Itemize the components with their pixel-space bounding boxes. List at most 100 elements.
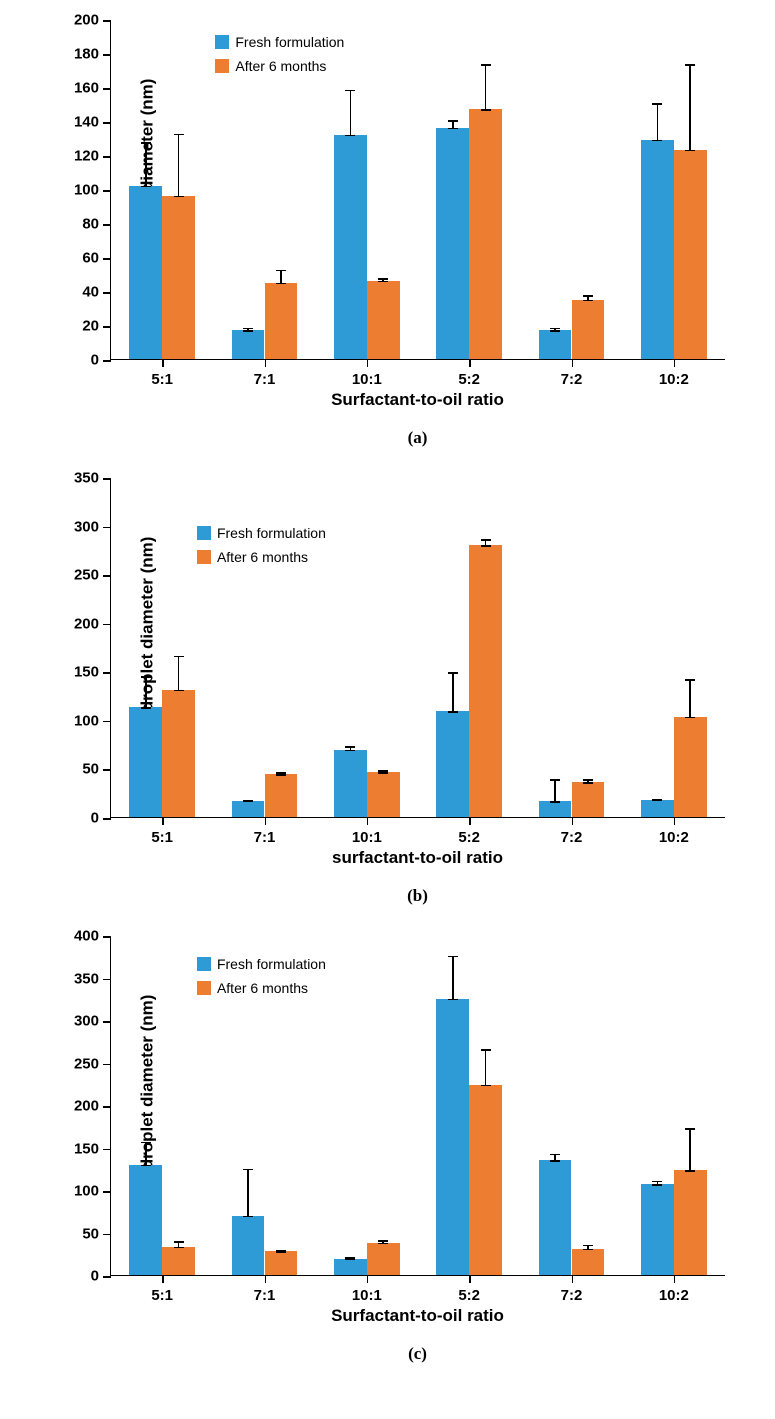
plot-area: Mean droplet diameter (nm)02040608010012… — [110, 20, 725, 360]
error-cap — [174, 1247, 184, 1249]
legend-swatch-fresh — [215, 35, 229, 49]
x-tick-label: 10:2 — [659, 829, 689, 846]
y-tick-label: 200 — [74, 615, 99, 632]
x-tick — [572, 359, 574, 367]
y-tick — [103, 1234, 111, 1236]
bar-fresh — [641, 140, 674, 359]
chart-chart_b: Mean droplet diameter (nm)05010015020025… — [20, 478, 755, 906]
legend-label-after6: After 6 months — [235, 58, 326, 74]
error-cap — [448, 128, 458, 130]
bar-after6 — [265, 283, 298, 360]
x-tick-label: 7:2 — [561, 1287, 583, 1304]
legend: Fresh formulation After 6 months — [197, 525, 326, 565]
y-tick — [103, 360, 111, 362]
x-tick — [162, 817, 164, 825]
y-tick — [103, 575, 111, 577]
bar-after6 — [674, 1170, 707, 1275]
error-cap — [550, 330, 560, 332]
error-cap — [448, 999, 458, 1001]
bar-fresh — [232, 801, 265, 818]
y-tick-label: 100 — [74, 712, 99, 729]
error-cap — [141, 142, 151, 144]
error-cap — [345, 1259, 355, 1261]
legend-label-fresh: Fresh formulation — [235, 34, 344, 50]
error-cap — [685, 717, 695, 719]
bar-fresh — [539, 330, 572, 359]
bar-fresh — [232, 1216, 265, 1276]
x-tick-label: 5:2 — [458, 829, 480, 846]
x-tick — [469, 817, 471, 825]
error-cap — [685, 1128, 695, 1130]
plot-area: Mean droplet diameter (nm)05010015020025… — [110, 478, 725, 818]
y-tick-label: 120 — [74, 148, 99, 165]
x-tick-label: 5:2 — [458, 371, 480, 388]
y-tick-label: 150 — [74, 1140, 99, 1157]
x-tick — [162, 359, 164, 367]
error-cap — [481, 109, 491, 111]
legend-label-after6: After 6 months — [217, 549, 308, 565]
error-cap — [481, 64, 491, 66]
y-tick-label: 200 — [74, 1098, 99, 1115]
chart-chart_a: Mean droplet diameter (nm)02040608010012… — [20, 20, 755, 448]
x-tick-label: 10:1 — [352, 1287, 382, 1304]
x-axis-label: Surfactant-to-oil ratio — [110, 390, 725, 410]
y-tick — [103, 1064, 111, 1066]
error-cap — [652, 800, 662, 802]
error-cap — [652, 140, 662, 142]
bar-after6 — [162, 196, 195, 359]
y-tick — [103, 672, 111, 674]
bar-fresh — [334, 1259, 367, 1275]
y-tick — [103, 818, 111, 820]
y-tick — [103, 527, 111, 529]
legend-item-fresh: Fresh formulation — [197, 525, 326, 541]
y-tick — [103, 20, 111, 22]
error-cap — [550, 1154, 560, 1156]
error-cap — [583, 295, 593, 297]
x-tick-label: 7:2 — [561, 829, 583, 846]
y-tick-label: 20 — [82, 318, 99, 335]
error-cap — [685, 64, 695, 66]
error-cap — [141, 186, 151, 188]
error-cap — [448, 956, 458, 958]
bar-after6 — [367, 1243, 400, 1275]
error-bar — [452, 956, 454, 1000]
error-cap — [652, 103, 662, 105]
y-tick — [103, 224, 111, 226]
x-tick — [265, 817, 267, 825]
bar-after6 — [469, 545, 502, 817]
x-tick — [572, 1275, 574, 1283]
y-tick-label: 0 — [91, 352, 99, 369]
legend-swatch-fresh — [197, 957, 211, 971]
x-tick — [367, 817, 369, 825]
y-tick-label: 60 — [82, 250, 99, 267]
error-cap — [141, 1142, 151, 1144]
error-cap — [652, 1184, 662, 1186]
error-cap — [243, 1169, 253, 1171]
x-axis-label: surfactant-to-oil ratio — [110, 848, 725, 868]
error-bar — [689, 679, 691, 718]
bar-after6 — [265, 774, 298, 817]
x-tick — [265, 1275, 267, 1283]
error-cap — [685, 150, 695, 152]
x-tick-label: 10:2 — [659, 371, 689, 388]
error-bar — [554, 779, 556, 802]
x-tick-label: 7:1 — [254, 829, 276, 846]
error-bar — [689, 1128, 691, 1171]
y-tick-label: 50 — [82, 761, 99, 778]
y-tick — [103, 54, 111, 56]
x-tick-label: 5:1 — [151, 371, 173, 388]
y-tick — [103, 1276, 111, 1278]
bar-fresh — [334, 135, 367, 359]
x-tick — [367, 359, 369, 367]
y-tick — [103, 936, 111, 938]
bar-fresh — [334, 750, 367, 817]
error-cap — [174, 134, 184, 136]
bar-after6 — [572, 1249, 605, 1275]
error-cap — [378, 281, 388, 283]
error-cap — [378, 772, 388, 774]
x-tick-label: 5:1 — [151, 829, 173, 846]
bar-fresh — [129, 1165, 162, 1276]
y-tick-label: 350 — [74, 470, 99, 487]
error-cap — [652, 1181, 662, 1183]
error-cap — [583, 1249, 593, 1251]
